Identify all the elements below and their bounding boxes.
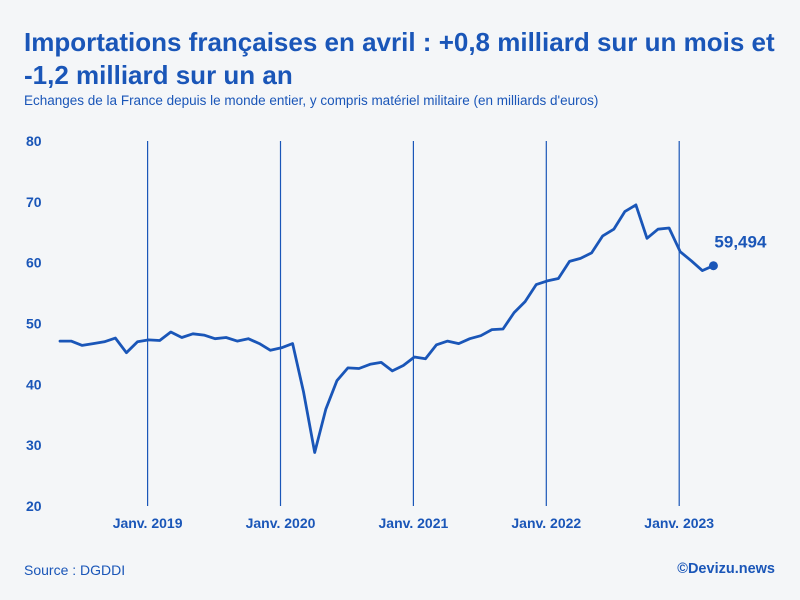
y-tick-label: 30: [26, 437, 42, 453]
x-tick-label: Janv. 2019: [113, 515, 183, 531]
last-point-marker: [708, 261, 718, 271]
x-tick-label: Janv. 2020: [246, 515, 316, 531]
gridlines: [147, 141, 680, 506]
x-axis-ticks: Janv. 2019 Janv. 2020 Janv. 2021 Janv. 2022…: [113, 515, 715, 531]
chart-subtitle: Echanges de la France depuis le monde en…: [24, 93, 599, 108]
y-tick-label: 70: [26, 194, 42, 210]
y-tick-label: 20: [26, 498, 42, 514]
chart-title: Importations françaises en avril : +0,8 …: [24, 27, 775, 90]
series-layer: [58, 203, 718, 454]
data-labels: 59,494: [714, 233, 767, 252]
x-tick-label: Janv. 2023: [644, 515, 714, 531]
y-tick-label: 80: [26, 133, 42, 149]
last-value-label: 59,494: [714, 233, 767, 252]
credit-link[interactable]: ©Devizu.news: [677, 561, 775, 577]
y-tick-label: 50: [26, 316, 42, 332]
x-tick-label: Janv. 2021: [379, 515, 449, 531]
series-line: [58, 203, 715, 454]
y-tick-label: 60: [26, 255, 42, 271]
y-tick-label: 40: [26, 376, 42, 392]
source-note: Source : DGDDI: [24, 562, 126, 578]
x-tick-label: Janv. 2022: [511, 515, 581, 531]
y-axis-ticks: 20 30 40 50 60 70 80: [26, 133, 42, 514]
